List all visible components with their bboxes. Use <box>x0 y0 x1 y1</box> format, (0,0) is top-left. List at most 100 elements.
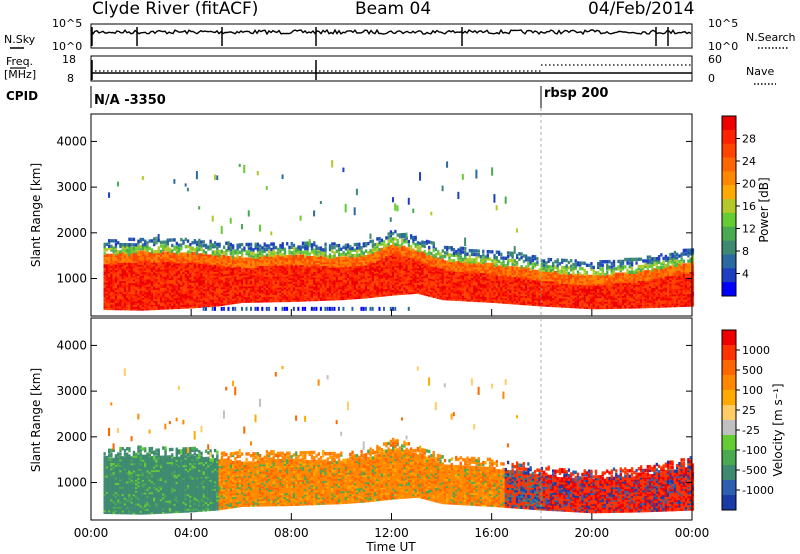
power-echo <box>110 262 113 267</box>
power-echo <box>272 264 275 268</box>
power-echo <box>331 282 334 286</box>
power-echo <box>103 264 106 268</box>
power-echo <box>432 248 435 253</box>
power-echo <box>342 306 345 311</box>
power-echo <box>157 280 160 285</box>
power-echo <box>459 288 462 293</box>
power-echo <box>119 301 122 305</box>
power-echo <box>207 289 210 293</box>
power-echo <box>380 264 384 268</box>
power-echo <box>236 298 239 302</box>
power-echo <box>186 303 190 307</box>
power-echo <box>240 281 244 285</box>
power-echo <box>310 286 314 291</box>
power-echo <box>263 244 266 248</box>
power-echo <box>335 293 338 297</box>
power-echo <box>261 280 264 285</box>
power-echo <box>396 262 399 267</box>
power-echo <box>333 258 336 263</box>
power-echoes <box>103 160 695 311</box>
power-echo <box>315 270 318 274</box>
power-echo <box>283 262 287 266</box>
power-echo <box>220 287 224 292</box>
power-echo <box>195 262 199 267</box>
power-echo <box>162 280 165 285</box>
power-echo <box>346 287 350 291</box>
power-echo <box>193 288 196 292</box>
power-echo <box>423 268 426 272</box>
power-echo <box>238 299 242 304</box>
power-echo <box>421 276 424 281</box>
power-echo <box>168 262 172 266</box>
power-echo <box>204 287 208 291</box>
power-echo <box>186 283 190 287</box>
power-echo <box>263 262 266 266</box>
power-echo <box>351 263 354 267</box>
power-echo <box>455 284 458 289</box>
power-echo <box>141 268 145 273</box>
power-echo <box>231 275 235 279</box>
power-echo <box>213 306 216 311</box>
power-echo <box>351 296 354 300</box>
power-echo <box>231 251 235 255</box>
power-echo <box>389 292 393 296</box>
power-echo <box>371 252 375 256</box>
power-echo <box>281 256 284 261</box>
power-echo <box>304 267 307 271</box>
power-echo <box>353 272 356 276</box>
power-echo <box>270 275 273 279</box>
power-echo <box>162 255 165 259</box>
power-echo <box>310 290 314 295</box>
power-echo <box>227 243 230 247</box>
power-echo <box>349 274 352 278</box>
power-echo <box>295 250 298 255</box>
power-echo <box>437 282 440 287</box>
power-echo <box>177 303 181 308</box>
power-echo <box>137 307 140 311</box>
power-echo <box>434 260 438 264</box>
power-echo <box>175 245 178 249</box>
power-echo <box>168 258 172 262</box>
power-echo <box>419 265 422 269</box>
power-echo <box>310 255 314 260</box>
power-echo <box>184 277 187 282</box>
power-echo <box>150 270 154 274</box>
power-echo <box>419 245 422 249</box>
power-echo <box>428 284 431 288</box>
power-echo <box>139 263 142 267</box>
power-echo <box>434 265 438 270</box>
power-echo <box>263 291 266 296</box>
power-echo <box>240 263 244 267</box>
power-echo <box>340 263 343 268</box>
power-echo <box>297 285 300 290</box>
power-echo <box>295 260 298 264</box>
power-echo <box>218 266 221 270</box>
power-echo <box>198 253 201 257</box>
power-echo <box>155 277 158 281</box>
power-echo <box>177 270 181 275</box>
power-echo <box>401 262 404 266</box>
power-echo <box>121 290 124 294</box>
power-echo <box>144 266 147 271</box>
power-echo <box>162 246 165 250</box>
power-echo <box>443 245 447 250</box>
power-echo <box>376 248 379 252</box>
power-echo <box>159 291 163 296</box>
power-echo <box>261 271 264 276</box>
power-echo <box>322 268 325 272</box>
power-echo <box>470 296 474 300</box>
power-echo <box>349 294 352 298</box>
power-echo <box>105 301 109 305</box>
power-echo <box>466 289 469 293</box>
power-echo <box>441 278 444 282</box>
power-echo <box>150 283 154 287</box>
power-echo <box>326 257 329 261</box>
power-echo <box>128 299 131 304</box>
power-echo <box>286 267 289 272</box>
power-echo <box>168 278 172 283</box>
power-echo <box>380 247 384 252</box>
power-echo <box>200 264 203 268</box>
power-echo <box>322 251 325 256</box>
power-echo <box>310 268 314 273</box>
power-echo <box>378 290 381 294</box>
